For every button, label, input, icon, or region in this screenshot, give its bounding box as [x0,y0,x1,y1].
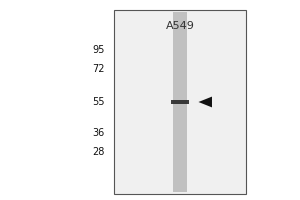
Text: 95: 95 [93,45,105,55]
Text: 28: 28 [93,147,105,157]
Bar [173,12,187,192]
Polygon shape [199,97,212,107]
Bar [114,10,246,194]
Text: 55: 55 [92,97,105,107]
Text: 72: 72 [92,64,105,74]
Text: A549: A549 [166,21,194,31]
Bar [171,100,189,104]
Text: 36: 36 [93,128,105,138]
